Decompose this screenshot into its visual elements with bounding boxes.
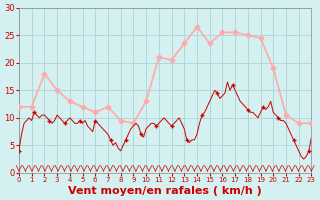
X-axis label: Vent moyen/en rafales ( km/h ): Vent moyen/en rafales ( km/h ) — [68, 186, 262, 196]
